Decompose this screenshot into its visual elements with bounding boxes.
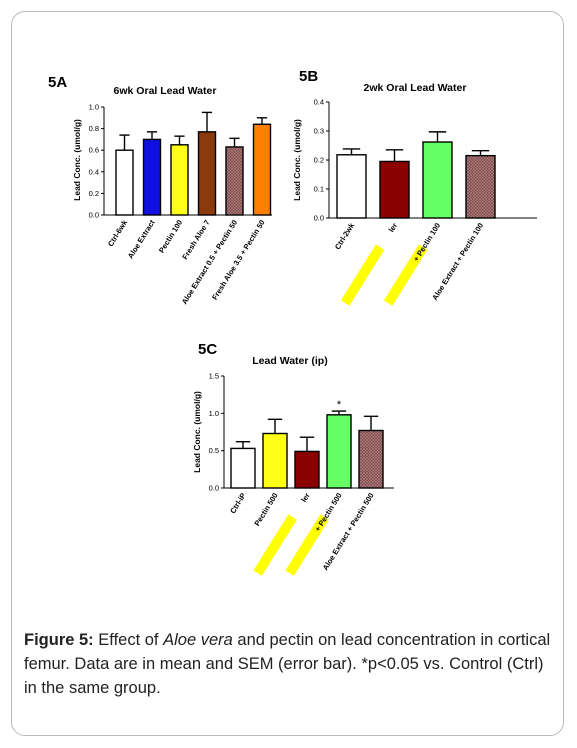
category-label-group: Pectin 100: [157, 218, 184, 254]
category-label: Aloe Extract 0.5 + Pectin 50: [180, 218, 239, 306]
category-label-group: Pectin 500: [252, 491, 279, 527]
caption-label: Figure 5:: [24, 631, 94, 649]
y-tick-label: 0.2: [314, 156, 324, 165]
chart-5a: 5A 6wk Oral Lead Water 0.0 0.2 0.4 0.6 0.8 1.0 L…: [48, 74, 272, 306]
panel-label: 5B: [299, 68, 318, 85]
chart-title: Lead Water (ip): [252, 355, 327, 367]
caption-text-before: Effect of: [93, 631, 164, 649]
y-tick-label: 0.3: [314, 127, 324, 136]
y-tick-label: 1.0: [209, 409, 219, 418]
y-tick-label: 0.5: [209, 446, 219, 455]
category-label: + Pectin 500: [313, 491, 344, 533]
category-label-group: ler: [253, 491, 312, 576]
category-label: ler: [387, 221, 400, 234]
y-axis-label: Lead Conc. (umol/g): [192, 391, 202, 473]
category-label-group: Fresh Aloe 3.5 + Pectin 50: [210, 218, 267, 301]
category-label: Fresh Aloe 7: [180, 218, 211, 261]
category-label: Fresh Aloe 3.5 + Pectin 50: [210, 218, 267, 301]
category-highlight: [253, 514, 297, 576]
y-axis-label: Lead Conc. (umol/g): [72, 119, 82, 201]
y-tick-label: 0.8: [89, 124, 99, 133]
y-tick-label: 0.0: [89, 211, 99, 220]
y-tick-label: 0.4: [89, 167, 99, 176]
category-label-group: Aloe Extract 0.5 + Pectin 50: [180, 218, 239, 306]
bar: [262, 432, 288, 489]
y-axis-label: Lead Conc. (umol/g): [292, 119, 302, 201]
category-label-group: Ctrl-2wk: [333, 221, 357, 252]
category-label: Pectin 500: [252, 491, 279, 527]
bar: [142, 138, 162, 216]
bar: [170, 144, 189, 216]
y-tick-label: 0.0: [209, 484, 219, 493]
bar: [225, 146, 244, 216]
chart-5c: 5C Lead Water (ip) 0.0 0.5 1.0 1.5 Lead Conc. …: [192, 341, 394, 576]
y-tick-label: 1.5: [209, 372, 219, 381]
y-tick-label: 0.6: [89, 146, 99, 155]
y-tick-label: 0.1: [314, 185, 324, 194]
caption-italic: Aloe vera: [163, 631, 233, 649]
y-tick-label: 0.4: [314, 98, 324, 107]
bar: [379, 160, 410, 219]
y-tick-label: 0.2: [89, 189, 99, 198]
category-label: + Pectin 100: [411, 221, 442, 263]
panel-label: 5A: [48, 74, 67, 91]
y-tick-label: 0.0: [314, 214, 324, 223]
category-label-group: ler: [340, 221, 400, 306]
chart-5b: 5B 2wk Oral Lead Water 0.0 0.1 0.2 0.3 0.4 Lead…: [292, 68, 537, 306]
bar: [197, 131, 217, 216]
category-highlight: [285, 514, 329, 576]
bar: [465, 154, 496, 219]
chart-title: 2wk Oral Lead Water: [364, 82, 467, 94]
bar: [115, 149, 134, 216]
bar: [252, 123, 272, 216]
figure-caption: Figure 5: Effect of Aloe vera and pectin…: [24, 628, 554, 700]
panel-label: 5C: [198, 341, 217, 358]
category-label-group: Aloe Extract + Pectin 100: [430, 221, 485, 302]
bar: [358, 429, 384, 489]
bar: [326, 414, 352, 489]
category-highlight: [340, 244, 385, 306]
category-label: Ctrl-6wk: [106, 218, 130, 249]
category-highlight: [383, 244, 428, 306]
chart-title: 6wk Oral Lead Water: [114, 85, 217, 97]
category-label-group: Ctrl-iP: [228, 491, 248, 515]
bar: [294, 450, 320, 489]
category-label-group: Fresh Aloe 7: [180, 218, 211, 261]
category-label: ler: [299, 491, 312, 504]
figure-frame: [11, 11, 564, 736]
caption-text-after: and pectin on lead concentration in cort…: [24, 631, 551, 697]
category-label-group: Ctrl-6wk: [106, 218, 130, 249]
bar: [422, 141, 453, 219]
bar: [336, 154, 367, 219]
category-label-group: + Pectin 500: [285, 491, 344, 576]
category-label: Ctrl-2wk: [333, 221, 357, 252]
category-label: Pectin 100: [157, 218, 184, 254]
category-label: Aloe Extract + Pectin 100: [430, 221, 485, 302]
bar: [230, 447, 256, 489]
significance-mark: *: [337, 399, 342, 411]
category-label: Aloe Extract: [126, 218, 157, 260]
y-tick-label: 1.0: [89, 103, 99, 112]
category-label: Ctrl-iP: [228, 491, 248, 515]
category-label-group: Aloe Extract: [126, 218, 157, 260]
